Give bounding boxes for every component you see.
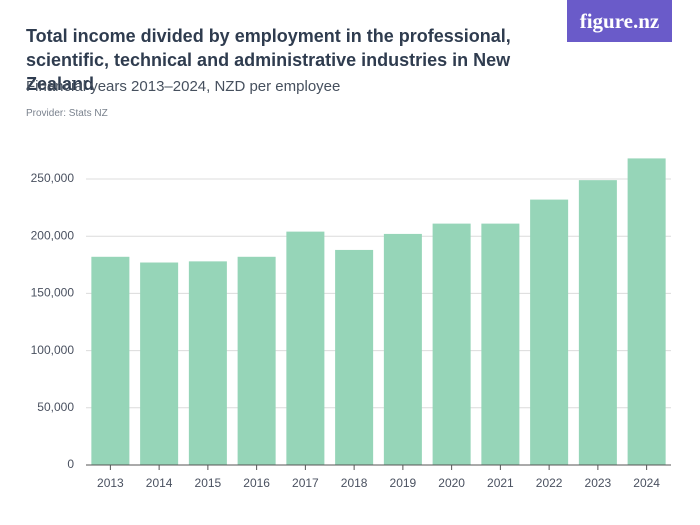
x-tick-label: 2021 <box>487 476 514 490</box>
x-tick-label: 2019 <box>390 476 417 490</box>
bar <box>627 158 666 465</box>
x-tick-label: 2015 <box>195 476 222 490</box>
x-tick-label: 2018 <box>341 476 368 490</box>
x-tick-label: 2022 <box>536 476 563 490</box>
x-tick-label: 2023 <box>585 476 612 490</box>
logo[interactable]: figure.nz <box>567 0 672 42</box>
bar <box>383 233 422 465</box>
chart-subtitle: Financial years 2013–2024, NZD per emplo… <box>26 78 341 95</box>
y-tick-label: 50,000 <box>37 400 74 414</box>
y-tick-label: 200,000 <box>31 228 75 242</box>
y-tick-label: 100,000 <box>31 343 75 357</box>
provider: Provider: Stats NZ <box>26 108 108 119</box>
bar <box>91 256 130 465</box>
x-tick-label: 2020 <box>438 476 465 490</box>
x-tick-label: 2017 <box>292 476 319 490</box>
bar <box>237 256 276 465</box>
y-tick-label: 0 <box>67 457 74 471</box>
x-tick-label: 2024 <box>633 476 660 490</box>
chart-title: Total income divided by employment in th… <box>26 26 511 94</box>
bar <box>335 249 374 465</box>
bar <box>140 262 179 465</box>
bar <box>578 180 617 466</box>
x-tick-label: 2013 <box>97 476 124 490</box>
bar <box>286 231 325 465</box>
bar <box>530 199 569 466</box>
y-tick-label: 250,000 <box>31 171 75 185</box>
x-tick-label: 2016 <box>243 476 270 490</box>
bar <box>481 223 520 465</box>
y-tick-label: 150,000 <box>31 286 75 300</box>
bar <box>432 223 471 465</box>
x-tick-label: 2014 <box>146 476 173 490</box>
bar <box>188 261 227 465</box>
